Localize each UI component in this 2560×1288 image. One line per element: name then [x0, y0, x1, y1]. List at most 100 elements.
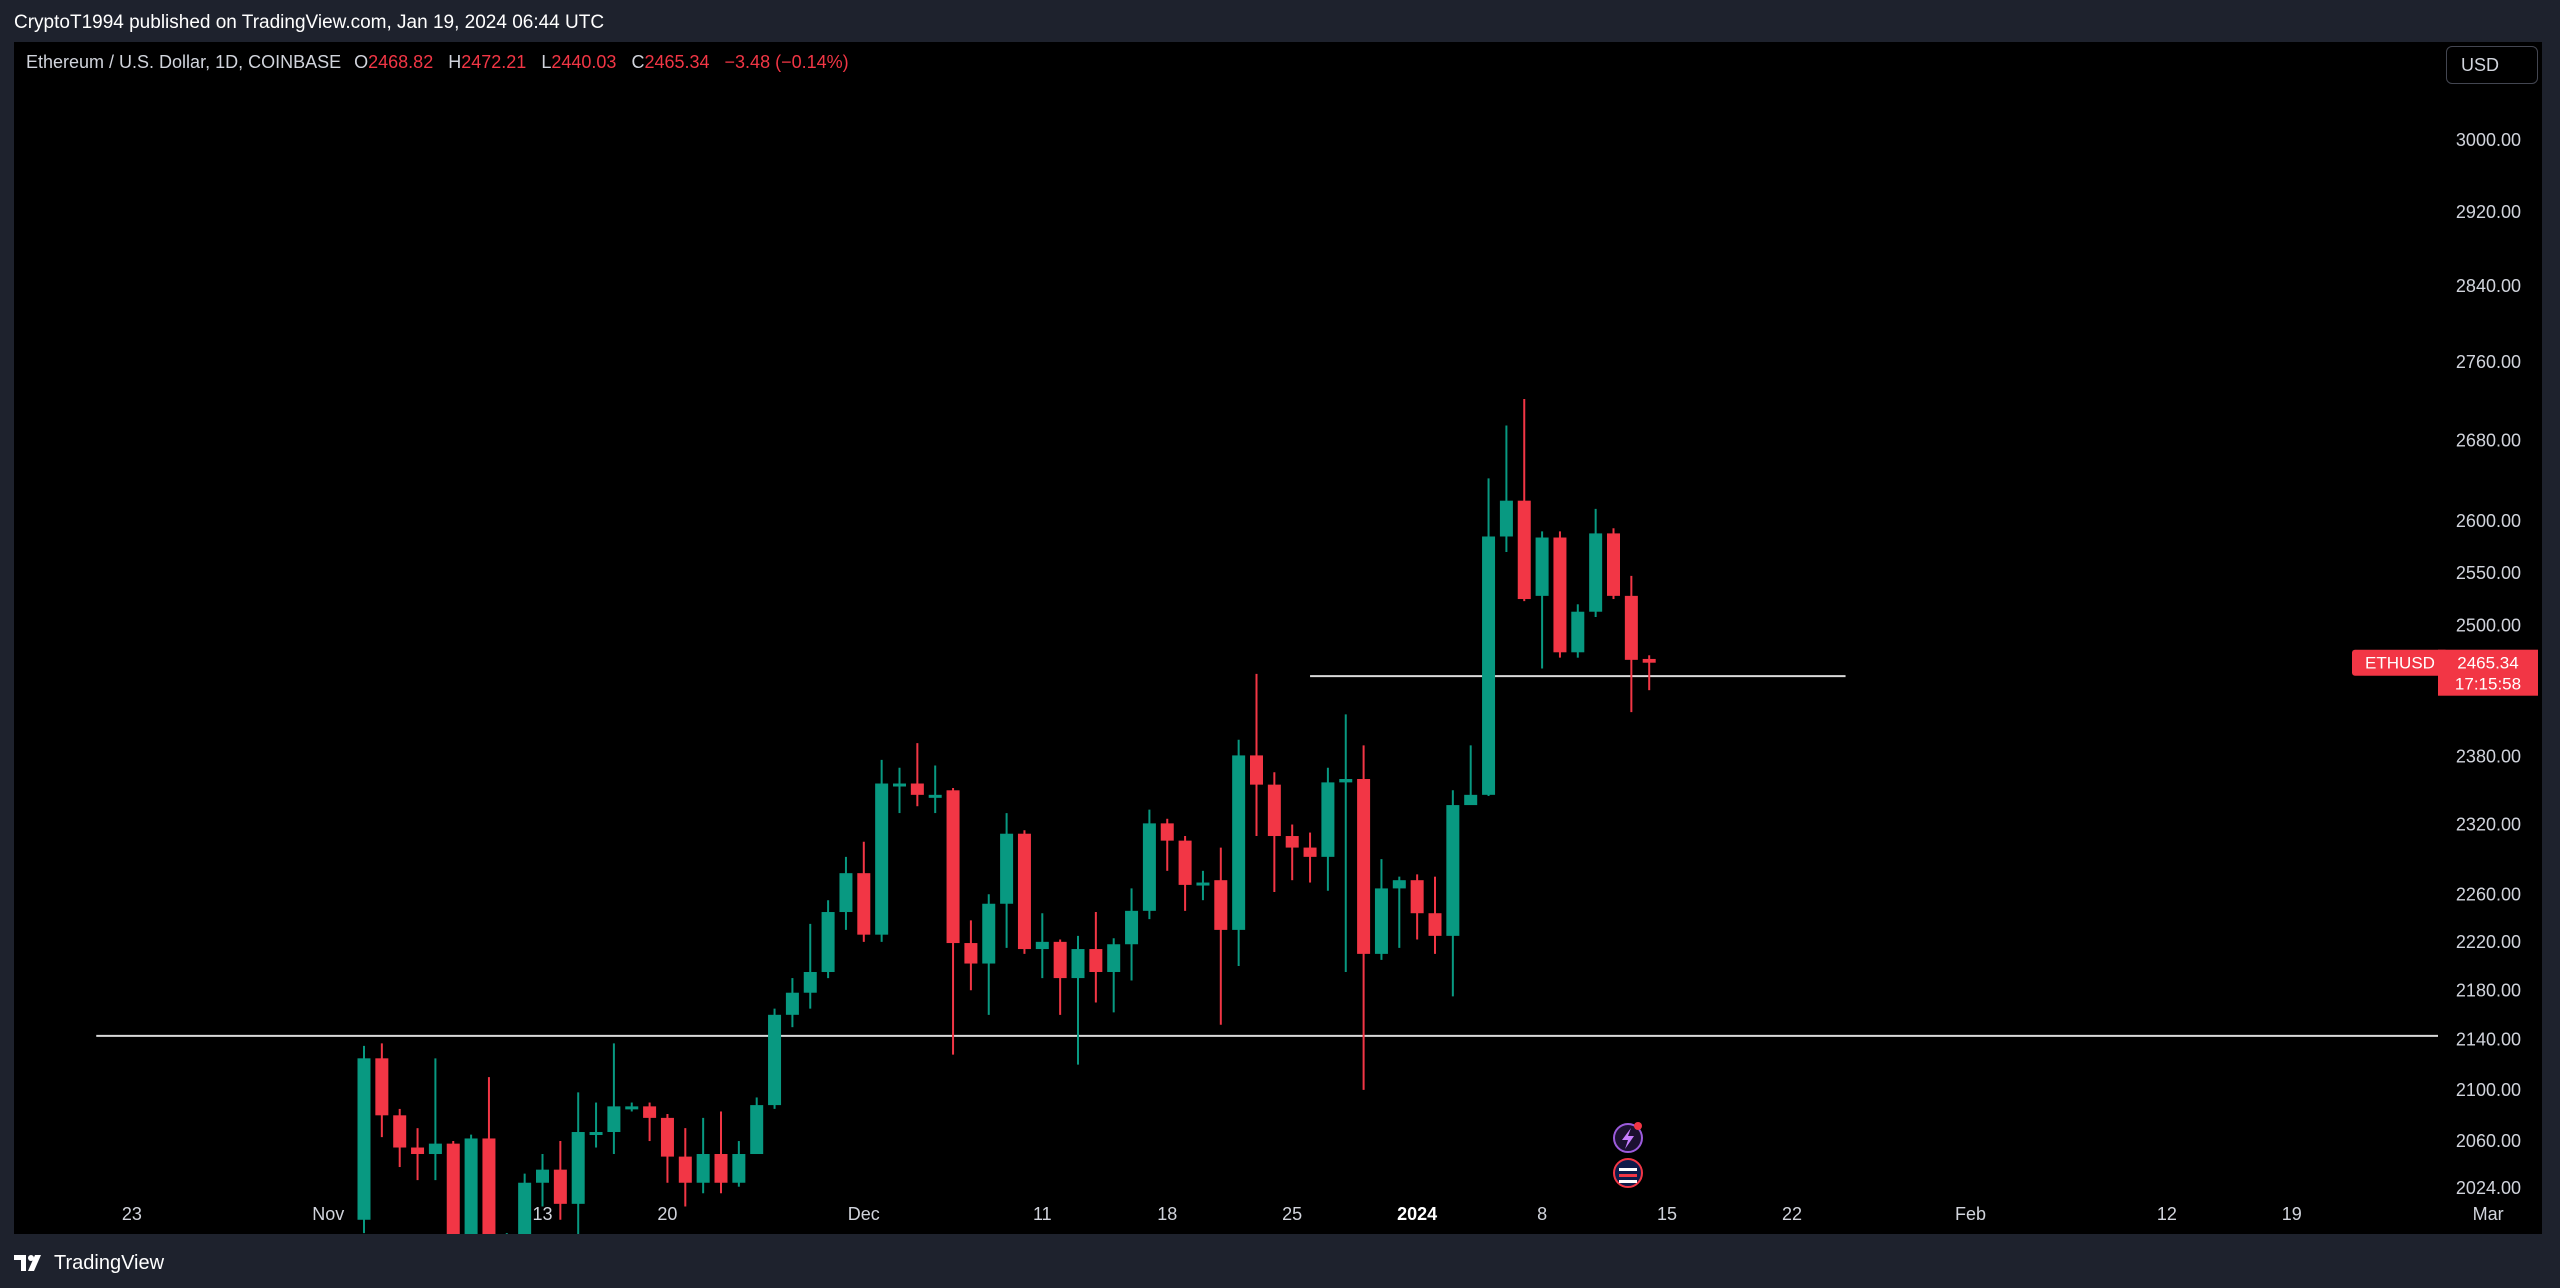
- candle[interactable]: [1357, 745, 1371, 1090]
- price-tag: [2438, 649, 2538, 696]
- candle[interactable]: [553, 1141, 567, 1220]
- candle[interactable]: [1107, 938, 1121, 1013]
- candle[interactable]: [803, 923, 817, 1009]
- candle[interactable]: [1464, 745, 1478, 806]
- candle[interactable]: [1267, 772, 1281, 892]
- candle[interactable]: [500, 1233, 513, 1234]
- candle[interactable]: [1589, 508, 1603, 618]
- x-tick-label: Mar: [2473, 1204, 2504, 1224]
- candle[interactable]: [411, 1128, 425, 1181]
- candle[interactable]: [982, 894, 996, 1015]
- candle-body: [1214, 880, 1228, 930]
- candle-body: [1250, 755, 1263, 785]
- y-tick-label: 2320.00: [2456, 815, 2521, 835]
- candle[interactable]: [946, 788, 960, 1055]
- candle[interactable]: [1285, 824, 1299, 881]
- candle[interactable]: [678, 1128, 692, 1207]
- candle[interactable]: [893, 767, 906, 814]
- candle[interactable]: [1428, 876, 1442, 954]
- candle[interactable]: [464, 1134, 478, 1234]
- candlestick-chart[interactable]: 2024.00 2060.00 2100.00 2140.00 2180.00 2220.…: [14, 42, 2542, 1234]
- candle[interactable]: [910, 743, 924, 807]
- candle-body: [732, 1154, 746, 1183]
- candle[interactable]: [857, 841, 871, 942]
- candle[interactable]: [750, 1097, 764, 1155]
- candle[interactable]: [964, 920, 978, 991]
- candle[interactable]: [1160, 818, 1174, 871]
- candle[interactable]: [375, 1043, 389, 1138]
- candle-body: [964, 943, 978, 964]
- candle-body: [1071, 949, 1085, 979]
- candle[interactable]: [1321, 767, 1335, 891]
- candle[interactable]: [785, 978, 799, 1028]
- candle-body: [982, 903, 996, 964]
- candle[interactable]: [1624, 575, 1638, 713]
- candle[interactable]: [1053, 939, 1067, 1015]
- candle[interactable]: [1017, 830, 1031, 954]
- candle[interactable]: [607, 1043, 621, 1155]
- candle[interactable]: [643, 1102, 657, 1142]
- candle-body: [910, 783, 924, 795]
- candle[interactable]: [428, 1058, 442, 1181]
- candle[interactable]: [1642, 655, 1656, 691]
- candle[interactable]: [482, 1077, 496, 1234]
- candle[interactable]: [1142, 809, 1156, 920]
- chart-panel[interactable]: 2024.00 2060.00 2100.00 2140.00 2180.00 2220.…: [14, 42, 2542, 1234]
- candle[interactable]: [1607, 528, 1620, 600]
- candle-body: [589, 1132, 603, 1136]
- candle[interactable]: [536, 1154, 549, 1207]
- candle[interactable]: [393, 1108, 407, 1168]
- candle[interactable]: [1178, 836, 1192, 911]
- candle[interactable]: [1410, 874, 1424, 940]
- candle-body: [1000, 833, 1014, 904]
- candle[interactable]: [1071, 935, 1085, 1065]
- candle-body: [482, 1138, 496, 1234]
- candle-body: [1571, 611, 1585, 653]
- candle-body: [1446, 805, 1460, 936]
- candle-body: [625, 1106, 639, 1110]
- candle[interactable]: [875, 759, 889, 942]
- candle[interactable]: [357, 1045, 371, 1234]
- candle[interactable]: [1214, 847, 1228, 1025]
- candle[interactable]: [839, 856, 853, 930]
- candle[interactable]: [1499, 425, 1513, 552]
- candle[interactable]: [1553, 531, 1567, 658]
- candle[interactable]: [589, 1102, 603, 1148]
- candle-body: [1267, 784, 1281, 837]
- candle[interactable]: [768, 1008, 782, 1109]
- candle[interactable]: [660, 1114, 674, 1183]
- candle[interactable]: [1571, 604, 1585, 658]
- footer-brand[interactable]: TradingView: [14, 1248, 164, 1278]
- candle[interactable]: [696, 1117, 710, 1194]
- candle[interactable]: [446, 1141, 460, 1234]
- y-tick-label: 2220.00: [2456, 932, 2521, 952]
- candle[interactable]: [1125, 888, 1139, 981]
- candle[interactable]: [1303, 832, 1317, 883]
- candle[interactable]: [1339, 714, 1353, 973]
- candle[interactable]: [518, 1173, 532, 1234]
- candle[interactable]: [1250, 673, 1263, 837]
- candle[interactable]: [1196, 870, 1210, 901]
- candle[interactable]: [1000, 813, 1014, 948]
- candle[interactable]: [1482, 478, 1496, 796]
- candle[interactable]: [732, 1141, 746, 1187]
- candle[interactable]: [1535, 531, 1549, 669]
- candle[interactable]: [1089, 912, 1103, 1003]
- candle[interactable]: [1517, 398, 1531, 602]
- candle-body: [1339, 778, 1353, 783]
- candle[interactable]: [1374, 859, 1388, 960]
- candle[interactable]: [821, 900, 835, 979]
- candle[interactable]: [1446, 790, 1460, 997]
- open-value: 2468.82: [368, 52, 434, 72]
- candle[interactable]: [714, 1111, 728, 1194]
- candle[interactable]: [1035, 913, 1049, 979]
- candle-body: [1589, 533, 1603, 612]
- candle[interactable]: [1392, 876, 1406, 948]
- candle[interactable]: [625, 1102, 639, 1112]
- candle-body: [607, 1106, 621, 1133]
- currency-button[interactable]: USD: [2446, 46, 2538, 84]
- candle-body: [1178, 840, 1192, 885]
- candle[interactable]: [1232, 739, 1246, 966]
- candle[interactable]: [571, 1092, 585, 1234]
- candle[interactable]: [928, 765, 942, 814]
